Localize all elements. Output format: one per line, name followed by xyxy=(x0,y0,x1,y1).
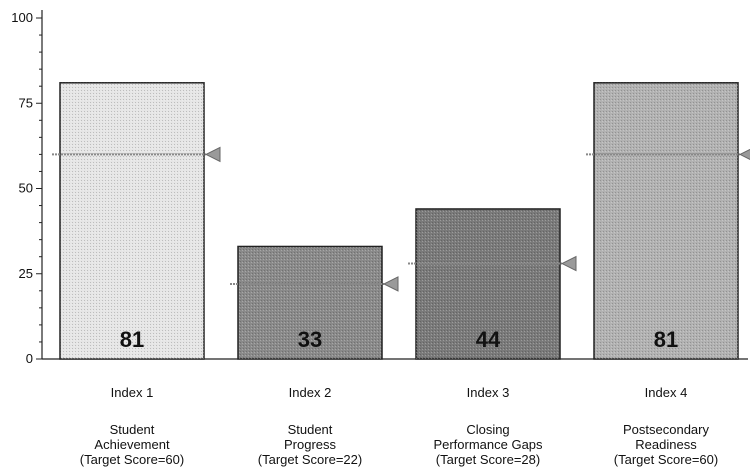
y-tick-label: 50 xyxy=(19,181,33,196)
x-category-description: (Target Score=60) xyxy=(80,452,184,467)
x-category-label: Index 3 xyxy=(467,385,510,400)
x-category-description: (Target Score=60) xyxy=(614,452,718,467)
bar-texture xyxy=(416,208,560,359)
target-arrow xyxy=(560,255,577,272)
y-tick-label: 100 xyxy=(11,10,33,25)
x-category-description: Postsecondary xyxy=(623,422,709,437)
bar-value-label: 44 xyxy=(476,327,501,352)
y-tick-label: 75 xyxy=(19,95,33,110)
bar-value-label: 81 xyxy=(654,327,678,352)
x-category-description: Student xyxy=(110,422,155,437)
bar-texture xyxy=(238,246,382,359)
bar-texture xyxy=(594,82,738,359)
x-category-description: Progress xyxy=(284,437,337,452)
bar-value-label: 33 xyxy=(298,327,322,352)
x-category-description: (Target Score=22) xyxy=(258,452,362,467)
bar-value-label: 81 xyxy=(120,327,144,352)
bars xyxy=(59,82,739,360)
x-category-description: Achievement xyxy=(94,437,170,452)
target-markers xyxy=(52,146,750,292)
target-arrow xyxy=(382,276,399,292)
y-tick-label: 25 xyxy=(19,266,33,281)
x-category-description: (Target Score=28) xyxy=(436,452,540,467)
x-category-label: Index 1 xyxy=(111,385,154,400)
x-category-description: Closing xyxy=(466,422,509,437)
x-category-description: Performance Gaps xyxy=(433,437,543,452)
x-category-description: Student xyxy=(288,422,333,437)
x-category-description: Readiness xyxy=(635,437,697,452)
target-arrow xyxy=(204,146,221,163)
target-arrow xyxy=(738,148,750,160)
x-category-label: Index 4 xyxy=(645,385,688,400)
y-tick-label: 0 xyxy=(26,351,33,366)
x-category-label: Index 2 xyxy=(289,385,332,400)
bar-texture xyxy=(60,82,204,359)
